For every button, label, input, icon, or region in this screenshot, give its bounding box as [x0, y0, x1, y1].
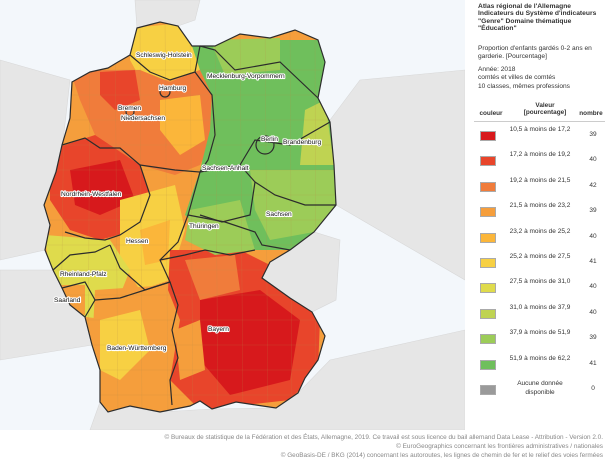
attribution-line-1: © Bureaux de statistique de la Fédératio…: [164, 434, 603, 441]
label-niedersachsen: Niedersachsen: [121, 115, 165, 122]
legend-title: Atlas régional de l'Allemagne Indicateur…: [478, 3, 604, 33]
legend-range: Aucune donnée disponible: [517, 380, 563, 396]
legend-row: 31,0 à moins de 37,9 40: [474, 302, 605, 325]
legend-swatch: [480, 283, 496, 294]
legend-range: 10,5 à moins de 17,2: [509, 126, 571, 133]
legend-title-line-4: "Éducation": [478, 25, 517, 33]
legend-range: 27,5 à moins de 31,0: [509, 278, 571, 286]
legend-range: 17,2 à moins de 19,2: [509, 151, 571, 159]
legend-row: 37,9 à moins de 51,9 39: [474, 327, 605, 350]
legend-range: 37,9 à moins de 51,9: [509, 329, 571, 337]
legend-row: 19,2 à moins de 21,5 42: [474, 175, 605, 198]
label-baden-wuerttemberg: Baden-Württemberg: [107, 345, 167, 352]
label-mecklenburg-vorpommern: Mecklenburg-Vorpommern: [207, 73, 285, 80]
legend-row: 17,2 à moins de 19,2 40: [474, 149, 605, 172]
attribution-footer: © Bureaux de statistique de la Fédératio…: [0, 430, 609, 459]
label-berlin: Berlin: [261, 136, 278, 143]
legend-row: 21,5 à moins de 23,2 39: [474, 200, 605, 223]
legend-year-block: Année: 2018 comtés et villes de comtés 1…: [478, 66, 604, 91]
region-labels: Schleswig-Holstein Hamburg Mecklenburg-V…: [53, 51, 323, 353]
legend-row: 10,5 à moins de 17,2 39: [474, 124, 605, 147]
label-sachsen: Sachsen: [266, 211, 292, 218]
legend-title-line-3: "Genre" Domaine thématique: [478, 17, 572, 25]
legend-level: comtés et villes de comtés: [478, 74, 556, 82]
legend-range: 31,0 à moins de 37,9: [509, 303, 571, 311]
label-bremen: Bremen: [118, 105, 141, 112]
legend-swatch: [480, 359, 496, 370]
legend-count: 40: [589, 308, 597, 316]
legend-swatch: [480, 232, 496, 243]
attribution-line-3: © GeoBasis-DE / BKG (2014) concernant le…: [280, 452, 603, 459]
legend-range: 19,2 à moins de 21,5: [509, 176, 571, 184]
label-hessen: Hessen: [126, 238, 149, 245]
legend-title-line-2: Indicateurs du Système d'indicateurs: [478, 10, 597, 18]
legend-row: 25,2 à moins de 27,5 41: [474, 251, 605, 274]
legend-count: 0: [591, 385, 595, 392]
state-borders: [43, 21, 337, 413]
legend-count: 39: [589, 207, 597, 215]
label-bayern: Bayern: [208, 326, 229, 333]
legend-row: 27,5 à moins de 31,0 40: [474, 276, 605, 299]
attribution-line-2: © EuroGeographics concernant les frontiè…: [396, 443, 603, 450]
choropleth-map[interactable]: Schleswig-Holstein Hamburg Mecklenburg-V…: [0, 0, 466, 431]
legend-count: 40: [589, 232, 597, 240]
header-count: nombre: [579, 110, 603, 117]
legend-row: 51,9 à moins de 62,2 41: [474, 353, 605, 376]
germany-map-svg[interactable]: Schleswig-Holstein Hamburg Mecklenburg-V…: [0, 0, 466, 431]
label-hamburg: Hamburg: [159, 85, 186, 92]
label-saarland: Saarland: [54, 297, 81, 304]
legend-range: 21,5 à moins de 23,2: [509, 202, 571, 210]
label-nordrhein-westfalen: Nordrhein-Westfalen: [61, 191, 122, 198]
legend-range: 25,2 à moins de 27,5: [509, 253, 571, 260]
legend-swatch: [480, 258, 496, 268]
header-color: couleur: [479, 110, 503, 117]
legend-swatch: [480, 385, 496, 395]
label-sachsen-anhalt: Sachsen-Anhalt: [202, 165, 249, 172]
legend-count: 41: [589, 258, 597, 265]
header-separator: [474, 121, 605, 122]
header-value: Valeur [pourcentage]: [523, 102, 567, 117]
legend-swatch: [480, 308, 496, 319]
legend-swatch: [480, 181, 496, 192]
legend-range: 51,9 à moins de 62,2: [509, 354, 571, 362]
legend-swatch: [480, 334, 496, 345]
label-schleswig-holstein: Schleswig-Holstein: [136, 52, 192, 59]
legend-count: 40: [589, 283, 597, 291]
legend-count: 39: [589, 131, 597, 138]
legend-title-line-1: Atlas régional de l'Allemagne: [478, 3, 572, 10]
label-rheinland-pfalz: Rheinland-Pfalz: [60, 271, 107, 278]
legend-panel: Atlas régional de l'Allemagne Indicateur…: [470, 0, 609, 430]
legend-description: Proportion d'enfants gardés 0-2 ans en g…: [478, 45, 592, 61]
legend-row: 23,2 à moins de 25,2 40: [474, 226, 605, 249]
label-brandenburg: Brandenburg: [283, 139, 321, 146]
legend-classes: 10 classes, mêmes professions: [478, 82, 570, 90]
legend-swatch: [480, 156, 496, 167]
legend-count: 42: [589, 181, 597, 189]
legend-count: 41: [589, 359, 597, 367]
legend-range: 23,2 à moins de 25,2: [509, 227, 571, 235]
label-thueringen: Thüringen: [189, 223, 219, 230]
legend-swatch: [480, 131, 496, 141]
legend-row: Aucune donnée disponible 0: [474, 378, 605, 401]
legend-count: 40: [589, 156, 597, 164]
legend-year: Année: 2018: [478, 66, 516, 73]
legend-swatch: [480, 207, 496, 218]
legend-count: 39: [589, 334, 597, 342]
